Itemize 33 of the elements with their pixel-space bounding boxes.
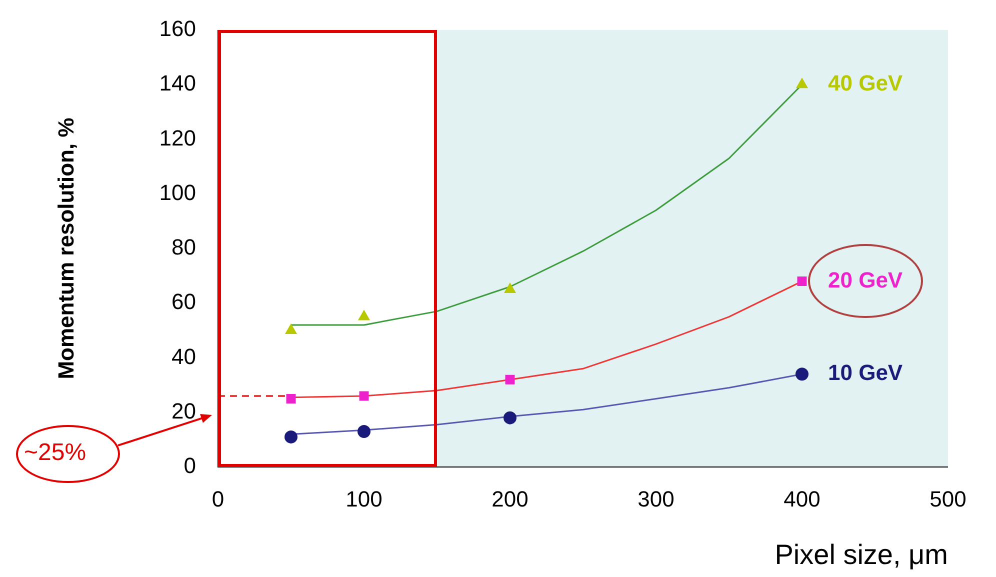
x-tick-label: 0 [212, 486, 224, 512]
point [797, 276, 807, 286]
point [796, 78, 808, 88]
point [286, 394, 296, 404]
y-tick-label: 80 [172, 234, 196, 260]
x-tick-label: 400 [784, 486, 820, 512]
point [284, 430, 298, 444]
y-tick-label: 40 [172, 344, 196, 369]
series-label: 40 GeV [828, 70, 903, 96]
y-tick-label: 100 [159, 180, 196, 205]
x-tick-label: 200 [492, 486, 528, 512]
point [358, 424, 370, 438]
point [285, 324, 297, 334]
x-tick-label: 300 [638, 486, 674, 512]
point [796, 368, 808, 381]
point [504, 411, 516, 424]
x-axis-title: Pixel size, μm [774, 538, 948, 570]
point [358, 310, 370, 320]
series-label: 20 GeV [828, 267, 903, 292]
y-axis-title: Momentum resolution, % [53, 118, 78, 380]
y-tick-label: 0 [184, 453, 196, 478]
y-tick-label: 120 [159, 125, 196, 150]
x-tick-label: 500 [930, 486, 966, 512]
point [359, 391, 369, 401]
series-label: 10 GeV [828, 360, 903, 386]
point [504, 282, 516, 293]
y-tick-label: 140 [159, 70, 196, 96]
x-tick-label: 100 [346, 486, 382, 512]
y-tick-label: 160 [159, 16, 196, 42]
point [505, 374, 515, 384]
text: ~25% [24, 439, 86, 467]
y-tick-label: 20 [172, 398, 196, 424]
y-tick-label: 60 [172, 289, 196, 314]
